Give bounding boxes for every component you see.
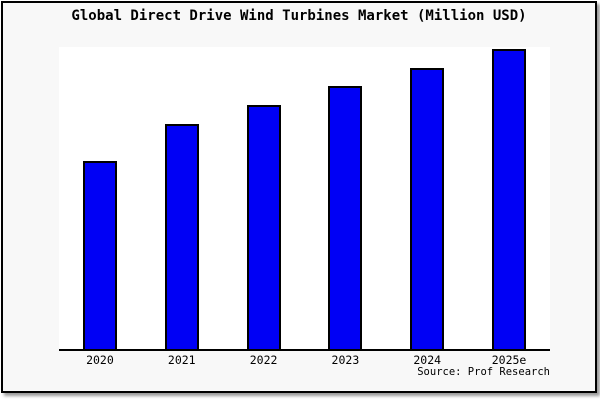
bar-2021 bbox=[164, 124, 199, 349]
x-tick-label-2020: 2020 bbox=[86, 353, 114, 367]
x-axis-tick-labels: 2020 2021 2022 2023 2024 2025e bbox=[59, 353, 550, 367]
bar-slot bbox=[59, 47, 141, 349]
bar-2024 bbox=[410, 67, 445, 349]
x-tick-label-2023: 2023 bbox=[331, 353, 360, 367]
plot-area bbox=[59, 47, 550, 351]
bars-container bbox=[59, 47, 550, 349]
bar-slot bbox=[223, 47, 305, 349]
source-label: Source: Prof Research bbox=[417, 366, 550, 378]
bar-2020 bbox=[82, 161, 117, 349]
bar-2022 bbox=[246, 104, 281, 349]
x-tick-label-2022: 2022 bbox=[249, 353, 278, 367]
chart-title: Global Direct Drive Wind Turbines Market… bbox=[71, 8, 527, 24]
bar-slot bbox=[141, 47, 223, 349]
bar-2023 bbox=[328, 85, 363, 349]
chart-card: Global Direct Drive Wind Turbines Market… bbox=[1, 1, 597, 393]
x-tick-label-2025e: 2025e bbox=[491, 353, 527, 367]
bar-slot bbox=[468, 47, 550, 349]
x-tick-label-2021: 2021 bbox=[167, 353, 196, 367]
bar-2025e bbox=[492, 49, 527, 349]
bar-slot bbox=[386, 47, 468, 349]
x-tick-label-2024: 2024 bbox=[413, 353, 442, 367]
bar-slot bbox=[304, 47, 386, 349]
